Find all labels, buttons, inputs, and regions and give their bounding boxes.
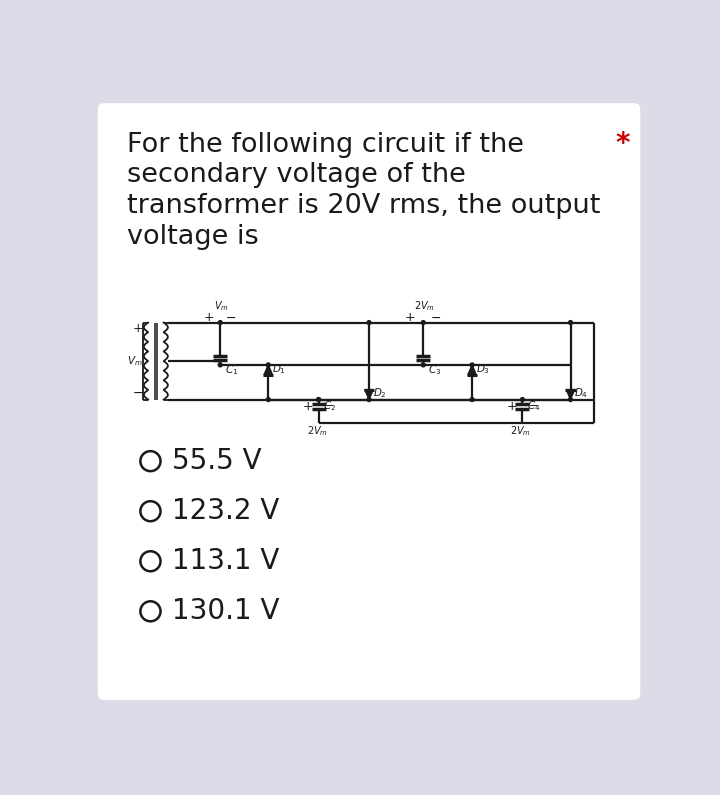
FancyBboxPatch shape [98, 103, 640, 700]
Circle shape [470, 398, 474, 401]
Text: $V_m$: $V_m$ [127, 354, 143, 368]
Text: secondary voltage of the: secondary voltage of the [127, 162, 466, 188]
Text: $D_4$: $D_4$ [575, 386, 588, 401]
Text: $C_1$: $C_1$ [225, 363, 238, 377]
Circle shape [266, 363, 270, 366]
Text: −: − [431, 312, 441, 325]
Text: +: + [405, 312, 415, 324]
Text: −: − [325, 401, 334, 412]
Circle shape [367, 398, 371, 401]
Text: $2V_m$: $2V_m$ [510, 425, 531, 438]
Text: $C_4$: $C_4$ [527, 400, 541, 413]
Circle shape [421, 320, 426, 324]
Circle shape [470, 363, 474, 366]
Text: 130.1 V: 130.1 V [172, 597, 279, 626]
Text: 55.5 V: 55.5 V [172, 447, 262, 475]
Polygon shape [566, 390, 575, 400]
Polygon shape [264, 365, 272, 375]
Text: $D_3$: $D_3$ [476, 363, 490, 376]
Text: −: − [132, 387, 143, 400]
Circle shape [266, 398, 270, 401]
Text: $2V_m$: $2V_m$ [414, 300, 436, 313]
Text: $C_3$: $C_3$ [428, 363, 441, 377]
Text: −: − [226, 312, 236, 325]
Polygon shape [365, 390, 373, 400]
Polygon shape [468, 365, 477, 375]
Text: 123.2 V: 123.2 V [172, 497, 279, 525]
Text: 113.1 V: 113.1 V [172, 547, 279, 576]
Circle shape [367, 320, 371, 324]
Circle shape [569, 398, 572, 401]
Circle shape [218, 320, 222, 324]
Circle shape [569, 320, 572, 324]
Circle shape [421, 363, 426, 366]
Text: *: * [616, 130, 630, 158]
Circle shape [317, 398, 320, 401]
Text: $V_m$: $V_m$ [215, 300, 229, 313]
Text: transformer is 20V rms, the output: transformer is 20V rms, the output [127, 193, 600, 219]
Text: $D_1$: $D_1$ [272, 363, 286, 376]
Circle shape [317, 398, 320, 401]
Text: For the following circuit if the: For the following circuit if the [127, 132, 524, 157]
Circle shape [218, 363, 222, 366]
Text: voltage is: voltage is [127, 224, 259, 250]
Text: +: + [506, 400, 517, 413]
Text: +: + [132, 322, 143, 335]
Text: +: + [302, 400, 313, 413]
Text: +: + [204, 312, 215, 324]
Text: $C_2$: $C_2$ [323, 400, 336, 413]
Circle shape [521, 398, 524, 401]
Text: $2V_m$: $2V_m$ [307, 425, 328, 438]
Text: $D_2$: $D_2$ [373, 386, 387, 401]
Text: −: − [528, 401, 538, 412]
